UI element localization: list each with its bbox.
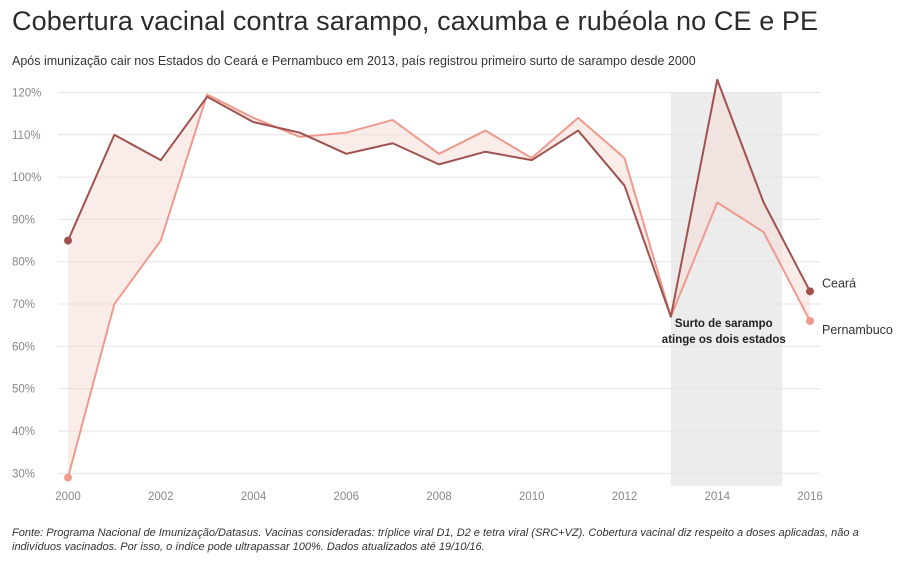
y-tick-label: 120% <box>12 87 41 99</box>
annotation-text: Surto de sarampo <box>675 318 773 330</box>
series-label-ceara: Ceará <box>822 276 856 290</box>
x-tick-label: 2012 <box>612 491 638 503</box>
series-start-point <box>64 473 72 482</box>
y-tick-label: 70% <box>12 299 35 311</box>
y-tick-label: 90% <box>12 214 35 226</box>
series-line-cear <box>67 78 811 318</box>
y-tick-label: 100% <box>12 172 41 184</box>
x-tick-label: 2006 <box>333 491 359 503</box>
x-tick-label: 2010 <box>519 491 545 503</box>
x-tick-label: 2000 <box>55 491 81 503</box>
y-tick-label: 80% <box>12 257 35 269</box>
between-series-fill <box>68 79 810 478</box>
chart-subtitle: Após imunização cair nos Estados do Cear… <box>12 54 696 68</box>
x-tick-label: 2004 <box>241 491 267 503</box>
annotation-text: atinge os dois estados <box>662 334 786 346</box>
x-tick-label: 2008 <box>426 491 452 503</box>
y-tick-label: 50% <box>12 384 35 396</box>
y-tick-label: 40% <box>12 426 35 438</box>
y-tick-label: 30% <box>12 468 35 480</box>
chart-title: Cobertura vacinal contra sarampo, caxumb… <box>12 6 819 36</box>
series-label-pernambuco: Pernambuco <box>822 323 893 337</box>
series-start-point <box>64 236 72 245</box>
series-line-pernambuco <box>67 93 811 478</box>
x-tick-label: 2002 <box>148 491 174 503</box>
series-end-point <box>806 287 814 296</box>
y-tick-label: 60% <box>12 341 35 353</box>
x-tick-label: 2014 <box>704 491 730 503</box>
y-tick-label: 110% <box>12 130 41 142</box>
source-note: Fonte: Programa Nacional de Imunização/D… <box>12 527 859 553</box>
series-end-point <box>806 316 814 325</box>
x-tick-label: 2016 <box>797 491 823 503</box>
